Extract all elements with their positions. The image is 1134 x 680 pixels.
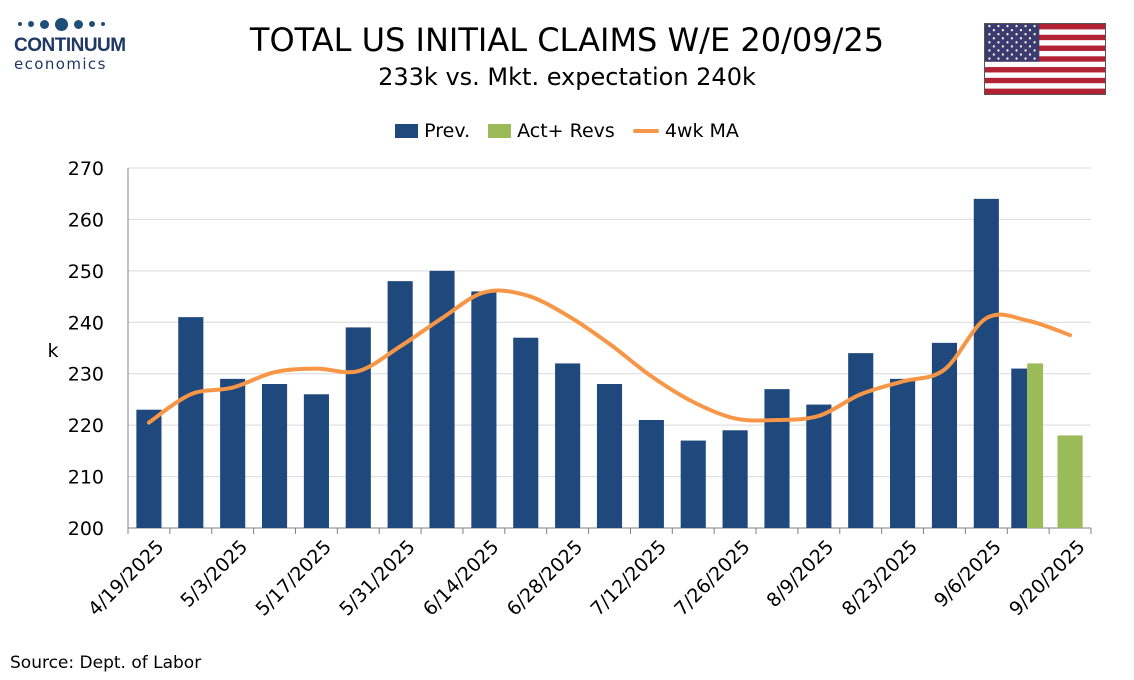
ma-line <box>146 288 1073 425</box>
x-tick-label: 7/26/2025 <box>670 536 754 620</box>
x-tick-label: 5/31/2025 <box>335 536 419 620</box>
legend-item-prev: Prev. <box>395 119 470 143</box>
y-tick-label: 210 <box>68 467 104 489</box>
bar-act <box>1057 435 1083 528</box>
bar-prev <box>596 384 623 528</box>
source-note: Source: Dept. of Labor <box>10 653 202 673</box>
y-tick-label: 260 <box>68 209 104 231</box>
bar-prev <box>345 327 371 528</box>
bar-prev <box>387 281 413 528</box>
legend-swatch-ma <box>632 129 659 133</box>
chart-title: TOTAL US INITIAL CLAIMS W/E 20/09/25 <box>249 21 885 59</box>
bar-act <box>1027 363 1044 528</box>
x-tick-label: 9/6/2025 <box>930 536 1006 612</box>
y-tick-label: 220 <box>68 415 104 437</box>
bar-prev <box>890 378 916 528</box>
logo-name: CONTINUUM <box>14 35 126 56</box>
y-tick-label: 270 <box>68 158 104 180</box>
bar-prev <box>638 420 664 528</box>
bar-prev <box>680 440 706 528</box>
bar-prev <box>178 317 204 528</box>
bar-prev <box>261 384 288 528</box>
x-tick-label: 8/9/2025 <box>762 536 838 612</box>
bar-prev <box>806 404 832 528</box>
bar-prev <box>220 378 246 528</box>
bar-prev <box>513 337 539 528</box>
chart-legend: Prev. Act+ Revs 4wk MA <box>0 119 1134 143</box>
y-tick-label: 240 <box>68 312 104 334</box>
x-tick-label: 9/20/2025 <box>1005 536 1089 620</box>
legend-item-act: Act+ Revs <box>488 119 615 143</box>
x-tick-label: 5/3/2025 <box>176 536 252 612</box>
y-tick-label: 200 <box>68 518 104 540</box>
bar-prev <box>764 389 790 528</box>
chart-subtitle: 233k vs. Mkt. expectation 240k <box>378 63 756 91</box>
bar-prev <box>555 363 581 528</box>
bar-prev <box>848 353 874 528</box>
legend-swatch-act <box>488 124 512 138</box>
legend-label-prev: Prev. <box>424 120 471 142</box>
y-tick-label: 230 <box>68 364 104 386</box>
bar-prev <box>973 198 999 528</box>
x-tick-label: 6/14/2025 <box>419 536 503 620</box>
x-tick-label: 6/28/2025 <box>503 536 587 620</box>
y-axis-label: k <box>47 340 58 362</box>
y-tick-label: 250 <box>68 261 104 283</box>
bar-prev <box>1011 368 1028 528</box>
us-flag-icon <box>984 23 1106 95</box>
legend-label-ma: 4wk MA <box>664 120 739 142</box>
x-tick-label: 5/17/2025 <box>252 536 336 620</box>
legend-label-act: Act+ Revs <box>517 120 615 142</box>
bar-prev <box>722 430 748 528</box>
logo-subtitle: economics <box>14 55 107 73</box>
x-tick-label: 4/19/2025 <box>84 536 168 620</box>
x-tick-label: 7/12/2025 <box>586 536 670 620</box>
legend-item-ma: 4wk MA <box>632 119 739 143</box>
x-tick-label: 8/23/2025 <box>838 536 922 620</box>
bar-prev <box>429 270 455 528</box>
bar-prev <box>471 291 497 528</box>
bar-prev <box>136 409 162 528</box>
logo: CONTINUUM economics <box>14 14 134 72</box>
legend-swatch-prev <box>395 124 419 138</box>
logo-dots <box>18 14 134 34</box>
bar-prev <box>303 394 329 528</box>
